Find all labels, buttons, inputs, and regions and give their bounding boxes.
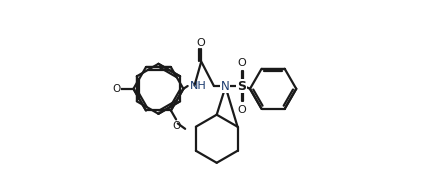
Text: O: O bbox=[237, 105, 246, 115]
Text: O: O bbox=[173, 120, 181, 130]
Text: NH: NH bbox=[190, 81, 207, 91]
Text: O: O bbox=[237, 58, 246, 68]
Text: S: S bbox=[237, 80, 246, 92]
Text: N: N bbox=[221, 80, 229, 92]
Text: O: O bbox=[197, 38, 205, 48]
Text: O: O bbox=[112, 84, 120, 94]
